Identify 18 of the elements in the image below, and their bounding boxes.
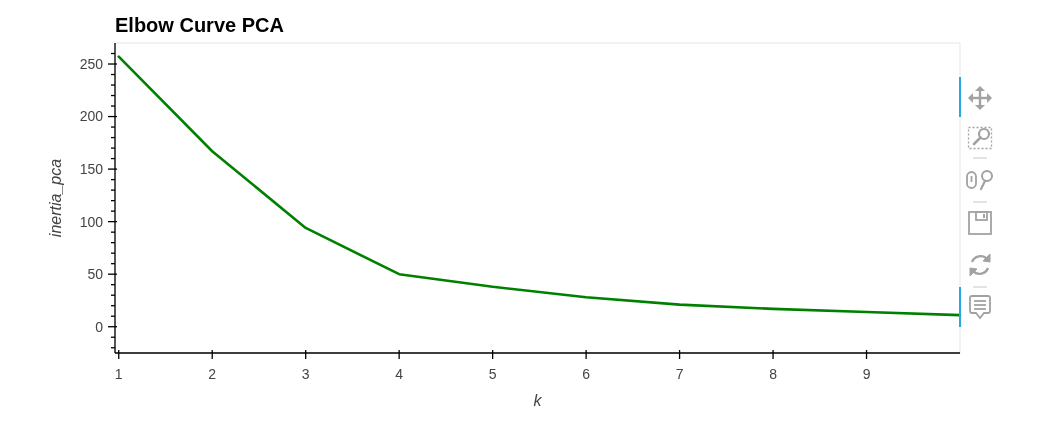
chart-title: Elbow Curve PCA xyxy=(115,14,284,36)
y-axis-title: inertia_pca xyxy=(47,158,64,238)
y-tick-label: 0 xyxy=(95,318,104,335)
x-tick-label: 6 xyxy=(582,366,591,382)
x-tick-label: 1 xyxy=(114,366,123,382)
y-tick-label: 50 xyxy=(87,266,104,283)
y-tick-label: 150 xyxy=(79,161,104,177)
x-tick-label: 7 xyxy=(675,366,684,382)
y-tick-label: 100 xyxy=(79,213,104,230)
y-tick-label: 200 xyxy=(79,108,104,125)
x-tick-label: 5 xyxy=(488,366,497,382)
x-tick-label: 8 xyxy=(769,366,778,382)
x-tick-label: 2 xyxy=(208,366,217,382)
x-tick-label: 9 xyxy=(862,366,871,382)
x-tick-label: 4 xyxy=(395,366,404,382)
y-tick-label: 250 xyxy=(79,55,104,72)
x-axis-title: k xyxy=(533,392,543,409)
x-tick-label: 3 xyxy=(301,366,310,382)
